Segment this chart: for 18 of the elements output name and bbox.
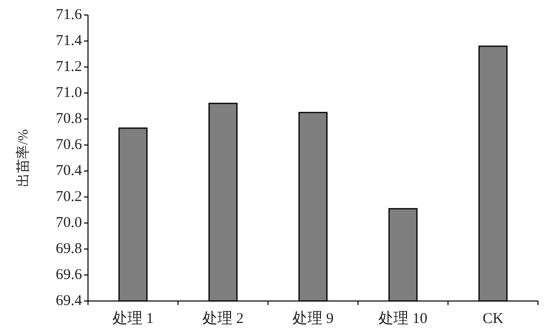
y-tick-label: 69.4 bbox=[56, 293, 82, 309]
x-tick-label: 处理 1 bbox=[112, 310, 154, 327]
y-tick-label: 69.6 bbox=[56, 267, 82, 283]
y-tick-label: 70.2 bbox=[56, 189, 82, 205]
y-tick-label: 71.6 bbox=[56, 7, 82, 23]
x-tick-label: CK bbox=[482, 311, 504, 327]
y-axis-title: 出苗率/% bbox=[16, 128, 32, 187]
x-tick-label: 处理 9 bbox=[292, 310, 334, 327]
y-tick-label: 69.8 bbox=[56, 241, 82, 257]
y-tick-label: 71.2 bbox=[56, 59, 82, 75]
y-tick-label: 71.0 bbox=[56, 85, 82, 101]
y-tick-label: 70.0 bbox=[56, 215, 82, 231]
y-tick-label: 70.4 bbox=[56, 163, 82, 179]
y-tick-label: 70.6 bbox=[56, 137, 82, 153]
y-tick-label: 71.4 bbox=[56, 33, 82, 49]
y-tick-label: 70.8 bbox=[56, 111, 82, 127]
x-tick-label: 处理 10 bbox=[378, 310, 428, 327]
x-tick-label: 处理 2 bbox=[202, 310, 244, 327]
